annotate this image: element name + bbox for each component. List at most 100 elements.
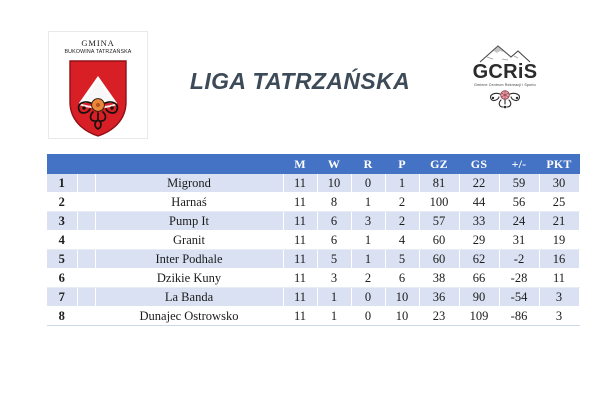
cell-team-name: Migrond [95, 174, 284, 193]
cell-spacer [77, 211, 96, 231]
cell-team-name: Dunajec Ostrowsko [95, 306, 284, 326]
cell-gz: 60 [419, 249, 460, 269]
table-row: 6 Dzikie Kuny 11 3 2 6 38 66 -28 11 [47, 268, 580, 288]
header-band: GMINA BUKOWINA TATRZAŃSKA [0, 0, 600, 145]
column-header-gap [77, 154, 96, 174]
cell-r: 3 [351, 211, 386, 231]
cell-w: 3 [317, 268, 352, 288]
cell-spacer [77, 268, 96, 288]
cell-team-name: La Banda [95, 287, 284, 307]
cell-rank: 2 [47, 192, 78, 212]
cell-diff: -28 [499, 268, 540, 288]
cell-m: 11 [283, 306, 318, 326]
column-header-w: W [317, 154, 352, 174]
cell-w: 10 [317, 174, 352, 193]
cell-m: 11 [283, 268, 318, 288]
cell-pkt: 3 [539, 287, 580, 307]
cell-gz: 100 [419, 192, 460, 212]
highland-ornament-icon [490, 90, 520, 109]
table-header-row: M W R P GZ GS +/- PKT [47, 154, 580, 174]
cell-diff: -54 [499, 287, 540, 307]
gmina-logo-subtitle: BUKOWINA TATRZAŃSKA [64, 48, 132, 55]
column-header-rank [47, 154, 78, 174]
gcris-subtitle: Gminne Centrum Rekreacji i Sportu [474, 82, 536, 87]
cell-gs: 44 [459, 192, 500, 212]
cell-rank: 4 [47, 230, 78, 250]
cell-team-name: Dzikie Kuny [95, 268, 284, 288]
table-row: 5 Inter Podhale 11 5 1 5 60 62 -2 16 [47, 249, 580, 269]
cell-diff: 24 [499, 211, 540, 231]
cell-p: 10 [385, 306, 420, 326]
column-header-pkt: PKT [539, 154, 580, 174]
cell-rank: 8 [47, 306, 78, 326]
cell-p: 6 [385, 268, 420, 288]
cell-team-name: Inter Podhale [95, 249, 284, 269]
cell-w: 6 [317, 211, 352, 231]
cell-gs: 29 [459, 230, 500, 250]
table-row: 7 La Banda 11 1 0 10 36 90 -54 3 [47, 287, 580, 307]
cell-m: 11 [283, 211, 318, 231]
cell-gs: 33 [459, 211, 500, 231]
cell-p: 2 [385, 192, 420, 212]
gmina-bukowina-logo: GMINA BUKOWINA TATRZAŃSKA [48, 31, 148, 139]
cell-diff: -86 [499, 306, 540, 326]
cell-p: 1 [385, 174, 420, 193]
cell-rank: 3 [47, 211, 78, 231]
table-row: 2 Harnaś 11 8 1 2 100 44 56 25 [47, 192, 580, 212]
column-header-gz: GZ [419, 154, 460, 174]
cell-r: 1 [351, 192, 386, 212]
gcris-wordmark: GCRiS [472, 61, 538, 83]
cell-spacer [77, 174, 96, 193]
cell-gs: 66 [459, 268, 500, 288]
cell-diff: 59 [499, 174, 540, 193]
column-header-m: M [283, 154, 318, 174]
cell-spacer [77, 230, 96, 250]
cell-r: 1 [351, 230, 386, 250]
gmina-shield-icon [67, 58, 129, 138]
cell-m: 11 [283, 192, 318, 212]
cell-gz: 38 [419, 268, 460, 288]
table-row: 4 Granit 11 6 1 4 60 29 31 19 [47, 230, 580, 250]
cell-spacer [77, 249, 96, 269]
cell-gs: 62 [459, 249, 500, 269]
cell-gs: 109 [459, 306, 500, 326]
cell-rank: 1 [47, 174, 78, 193]
cell-r: 2 [351, 268, 386, 288]
cell-pkt: 3 [539, 306, 580, 326]
column-header-p: P [385, 154, 420, 174]
cell-r: 0 [351, 306, 386, 326]
cell-gz: 81 [419, 174, 460, 193]
cell-r: 0 [351, 174, 386, 193]
cell-m: 11 [283, 287, 318, 307]
cell-gz: 57 [419, 211, 460, 231]
cell-pkt: 16 [539, 249, 580, 269]
page-title: LIGA TATRZAŃSKA [189, 68, 411, 94]
cell-rank: 7 [47, 287, 78, 307]
cell-pkt: 19 [539, 230, 580, 250]
cell-m: 11 [283, 249, 318, 269]
cell-pkt: 11 [539, 268, 580, 288]
cell-p: 4 [385, 230, 420, 250]
cell-diff: 56 [499, 192, 540, 212]
cell-spacer [77, 306, 96, 326]
cell-w: 6 [317, 230, 352, 250]
cell-m: 11 [283, 230, 318, 250]
cell-m: 11 [283, 174, 318, 193]
cell-gz: 36 [419, 287, 460, 307]
cell-w: 8 [317, 192, 352, 212]
table-body: 1 Migrond 11 10 0 1 81 22 59 30 2 Harnaś 11 8 1 2 100 44 5… [47, 174, 580, 326]
cell-gz: 23 [419, 306, 460, 326]
gmina-logo-title: GMINA [81, 38, 115, 48]
cell-team-name: Granit [95, 230, 284, 250]
cell-diff: -2 [499, 249, 540, 269]
table-row: 3 Pump It 11 6 3 2 57 33 24 21 [47, 211, 580, 231]
cell-w: 1 [317, 287, 352, 307]
cell-team-name: Harnaś [95, 192, 284, 212]
cell-spacer [77, 287, 96, 307]
cell-w: 1 [317, 306, 352, 326]
gcris-logo: GCRiS Gminne Centrum Rekreacji i Sportu [455, 43, 555, 115]
cell-rank: 6 [47, 268, 78, 288]
cell-diff: 31 [499, 230, 540, 250]
table-row: 1 Migrond 11 10 0 1 81 22 59 30 [47, 174, 580, 193]
table-row: 8 Dunajec Ostrowsko 11 1 0 10 23 109 -86 3 [47, 306, 580, 326]
